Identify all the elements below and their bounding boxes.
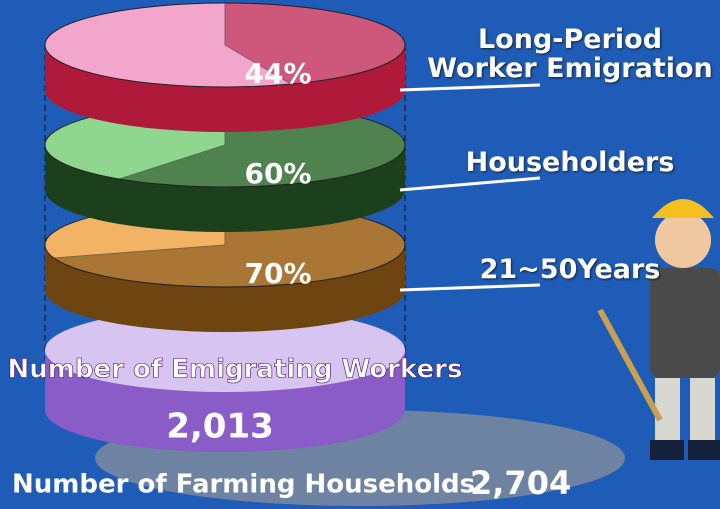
pointer xyxy=(399,176,541,192)
layer-label: 21~50Years xyxy=(479,254,661,285)
households-label: Number of Farming Households xyxy=(12,470,475,500)
households-value: 2,704 xyxy=(470,464,571,502)
workers-value: 2,013 xyxy=(166,407,274,447)
layer-value: 70% xyxy=(244,257,311,290)
layer-label: Householders xyxy=(465,147,675,178)
layer-value: 60% xyxy=(244,157,311,190)
layer-label: Long-Period Worker Emigration xyxy=(427,24,713,84)
workers-label: Number of Emigrating Workers xyxy=(8,355,463,385)
farmer xyxy=(597,199,720,460)
pointer xyxy=(399,283,541,292)
layer-slice xyxy=(224,2,406,85)
pointer xyxy=(399,83,541,92)
workers-top xyxy=(45,308,405,392)
layer-value: 44% xyxy=(244,57,311,90)
